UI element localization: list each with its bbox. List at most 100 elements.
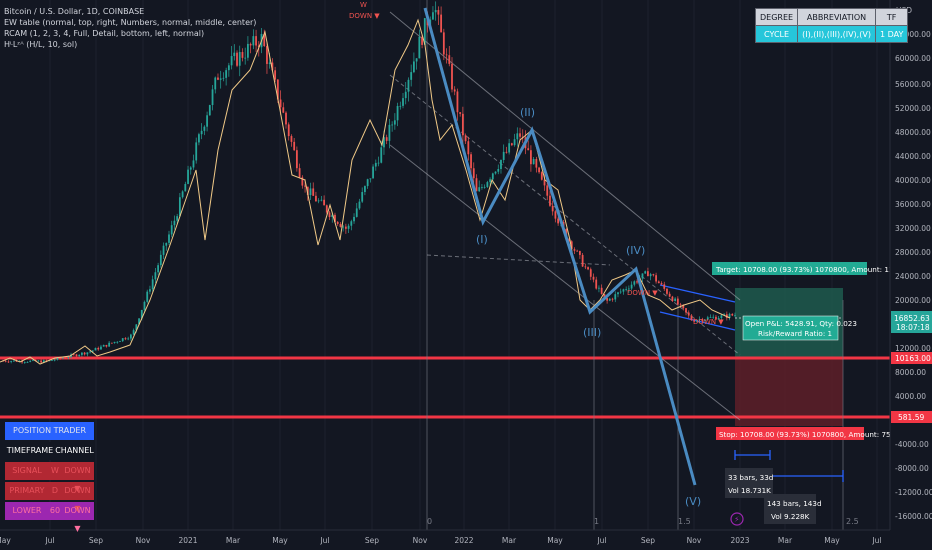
wave-label-3: (III) <box>583 326 601 339</box>
candle-body <box>184 183 187 192</box>
candle-body <box>154 272 157 280</box>
candle-body <box>10 361 13 363</box>
candle-body <box>67 357 70 358</box>
candle-body <box>189 167 192 170</box>
stop-zone[interactable] <box>735 358 843 426</box>
candle-body <box>268 62 271 64</box>
candle-body <box>475 178 478 192</box>
candle-body <box>687 312 690 316</box>
svg-text:20000.00: 20000.00 <box>895 296 931 305</box>
candle-body <box>236 52 238 66</box>
candle-body <box>170 225 173 235</box>
candle-body <box>23 362 26 363</box>
candle-body <box>293 141 296 151</box>
candle-body <box>589 269 592 277</box>
candle-body <box>317 200 320 202</box>
candle-body <box>568 239 570 242</box>
svg-text:⚡: ⚡ <box>734 515 740 524</box>
svg-text:28000.00: 28000.00 <box>895 248 931 257</box>
candle-body <box>608 298 611 301</box>
candle-body <box>241 52 244 58</box>
candle-body <box>37 360 40 362</box>
svg-text:60000.00: 60000.00 <box>895 54 931 63</box>
candle-body <box>399 105 402 107</box>
candle-body <box>538 167 540 173</box>
wave-label-2: (II) <box>520 106 535 119</box>
svg-text:Mar: Mar <box>502 536 517 545</box>
candle-body <box>728 313 731 318</box>
indicator-rcam[interactable]: RCAM (1, 2, 3, 4, Full, Detail, bottom, … <box>4 29 205 38</box>
fib-label-25: 2.5 <box>846 517 859 526</box>
candle-body <box>309 188 312 196</box>
candle-body <box>331 214 334 218</box>
candle-body <box>271 62 274 71</box>
candle-body <box>102 344 105 347</box>
candle-body <box>328 212 331 218</box>
ew-cell-tf: 1 DAY <box>874 25 909 43</box>
candle-body <box>12 360 15 362</box>
candle-body <box>116 341 119 343</box>
candle-body <box>715 316 717 320</box>
chart-legend: Bitcoin / U.S. Dollar, 1D, COINBASE EW t… <box>4 6 256 50</box>
down-label-2: DOWN ▼ <box>693 318 724 326</box>
candle-body <box>225 70 228 78</box>
candle-body <box>557 218 560 224</box>
candle-body <box>195 142 198 161</box>
candle-body <box>483 186 486 188</box>
w-direction-label: DOWN ▼ <box>349 12 380 20</box>
candle-body <box>323 199 326 206</box>
candle-body <box>535 158 538 168</box>
candle-body <box>279 99 282 108</box>
candle-body <box>374 162 377 167</box>
candle-body <box>461 113 464 136</box>
candle-body <box>336 221 339 224</box>
candle-body <box>385 137 388 141</box>
w-signal-label: W <box>360 1 367 9</box>
candle-body <box>350 221 353 226</box>
candle-body <box>576 250 579 252</box>
position-trader-title: POSITION TRADER <box>5 422 94 440</box>
candle-body <box>315 195 317 202</box>
candle-body <box>173 220 176 226</box>
candle-body <box>467 141 470 155</box>
candle-body <box>709 317 712 318</box>
candle-body <box>674 298 677 302</box>
candle-body <box>295 150 298 169</box>
candle-body <box>448 55 451 64</box>
candle-body <box>369 178 372 180</box>
candle-body <box>570 241 573 250</box>
candle-body <box>263 33 266 47</box>
lightning-event-icon[interactable] <box>730 512 744 526</box>
ew-header-tf: TF <box>874 8 909 26</box>
candle-body <box>219 78 222 80</box>
svg-text:-8000.00: -8000.00 <box>895 464 929 473</box>
svg-text:Jul: Jul <box>319 536 329 545</box>
candle-body <box>377 162 380 164</box>
fib-label-15: 1.5 <box>678 517 691 526</box>
candle-body <box>380 147 383 163</box>
candle-body <box>178 197 181 217</box>
svg-text:52000.00: 52000.00 <box>895 104 931 113</box>
candle-body <box>442 32 445 55</box>
svg-text:2022: 2022 <box>454 536 473 545</box>
candle-body <box>494 171 497 174</box>
candle-body <box>72 354 75 356</box>
svg-text:8000.00: 8000.00 <box>895 368 926 377</box>
candle-body <box>731 313 734 316</box>
candle-body <box>704 319 706 322</box>
candle-body <box>151 279 154 290</box>
candle-body <box>423 18 426 45</box>
candle-body <box>587 267 589 270</box>
measure-vol-1: Vol 18.731K <box>728 486 771 495</box>
candle-body <box>45 360 48 362</box>
wave-label-5: (V) <box>685 495 701 508</box>
symbol-title[interactable]: Bitcoin / U.S. Dollar, 1D, COINBASE <box>4 7 145 16</box>
candle-body <box>162 245 165 255</box>
indicator-hl[interactable]: HᴸLᶻᴬ (H/L, 10, sol) <box>4 40 78 49</box>
candle-body <box>285 112 287 125</box>
indicator-ew-table[interactable]: EW table (normal, top, right, Numbers, n… <box>4 18 257 27</box>
candle-body <box>355 208 358 217</box>
candle-body <box>127 338 130 340</box>
candle-body <box>666 288 668 294</box>
